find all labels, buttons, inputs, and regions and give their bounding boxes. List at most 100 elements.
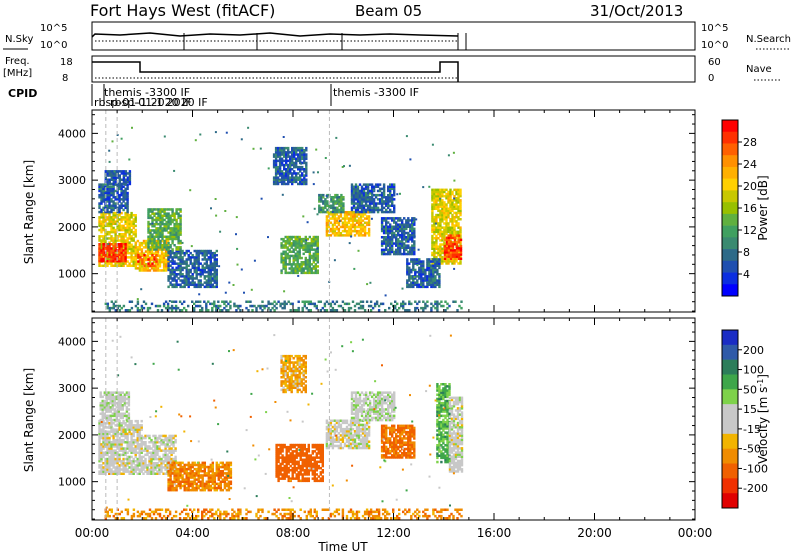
data-cell	[290, 235, 293, 239]
data-cell	[123, 412, 127, 415]
data-cell	[245, 300, 248, 303]
data-cell	[126, 309, 130, 312]
data-cell	[314, 265, 317, 268]
data-cell	[128, 182, 132, 186]
data-cell	[391, 217, 394, 220]
data-cell	[98, 243, 101, 246]
data-cell	[120, 218, 123, 221]
data-cell	[219, 309, 222, 312]
data-cell	[349, 219, 353, 222]
data-cell	[330, 204, 333, 207]
data-cell	[130, 419, 133, 423]
data-cell	[293, 146, 296, 150]
colorbar-swatch	[722, 190, 738, 203]
data-cell	[193, 277, 196, 280]
data-cell	[128, 309, 132, 312]
data-cell	[130, 254, 133, 257]
data-cell	[298, 263, 301, 266]
data-cell	[327, 219, 331, 222]
data-cell	[175, 248, 178, 251]
data-cell	[114, 214, 117, 217]
data-cell	[457, 257, 461, 260]
data-cell	[107, 391, 110, 394]
data-cell	[124, 453, 127, 457]
data-cell	[118, 309, 121, 312]
data-cell	[298, 242, 301, 245]
data-cell	[410, 283, 413, 286]
data-cell	[389, 236, 392, 239]
data-cell	[457, 207, 460, 210]
data-cell	[347, 225, 351, 229]
data-cell	[166, 466, 169, 469]
data-cell	[405, 252, 408, 256]
data-cell	[173, 214, 176, 217]
data-cell	[434, 306, 437, 310]
data-cell	[116, 470, 119, 473]
data-cell	[112, 180, 115, 184]
data-cell	[240, 138, 243, 141]
data-cell	[302, 248, 305, 251]
data-cell	[98, 253, 101, 257]
data-cell	[418, 283, 421, 286]
colorbar-swatch	[722, 284, 738, 297]
data-cell	[447, 215, 450, 219]
data-cell	[439, 255, 442, 259]
data-cell	[391, 210, 394, 214]
data-cell	[132, 251, 135, 255]
data-cell	[156, 248, 160, 251]
data-cell	[122, 468, 125, 471]
data-cell	[134, 243, 137, 246]
data-cell	[209, 264, 212, 267]
data-cell	[110, 428, 113, 431]
data-cell	[120, 193, 123, 197]
data-cell	[416, 258, 419, 261]
data-cell	[158, 455, 161, 459]
data-cell	[411, 248, 414, 252]
data-cell	[358, 200, 362, 203]
data-cell	[98, 193, 101, 197]
data-cell	[433, 220, 436, 223]
data-cell	[103, 406, 106, 409]
data-cell	[126, 176, 130, 179]
data-cell	[243, 291, 245, 294]
data-cell	[123, 401, 127, 405]
data-cell	[403, 238, 406, 241]
data-cell	[308, 250, 311, 253]
data-cell	[326, 202, 329, 205]
data-cell	[159, 212, 162, 215]
data-cell	[125, 397, 129, 401]
data-cell	[304, 250, 307, 253]
data-cell	[336, 208, 339, 212]
data-cell	[209, 262, 212, 265]
data-cell	[134, 470, 137, 473]
data-cell	[150, 470, 153, 473]
data-cell	[301, 309, 304, 312]
data-cell	[459, 209, 462, 213]
data-cell	[169, 218, 172, 222]
data-cell	[447, 255, 451, 258]
data-cell	[382, 250, 386, 254]
data-cell	[455, 253, 459, 256]
data-cell	[443, 213, 446, 217]
data-cell	[356, 204, 360, 207]
data-cell	[124, 241, 127, 244]
data-cell	[164, 447, 167, 450]
data-cell	[236, 247, 239, 250]
data-cell	[146, 472, 149, 475]
data-cell	[120, 178, 123, 181]
power-y-axis-label: Slant Range [km]	[22, 160, 36, 264]
data-cell	[455, 242, 459, 246]
data-cell	[387, 210, 390, 214]
data-cell	[361, 306, 365, 310]
data-cell	[443, 232, 446, 236]
data-cell	[151, 220, 154, 224]
data-cell	[179, 264, 182, 267]
data-cell	[171, 279, 174, 282]
data-cell	[385, 248, 388, 252]
data-cell	[205, 258, 208, 261]
data-cell	[98, 470, 101, 473]
data-cell	[142, 269, 146, 272]
data-cell	[389, 217, 392, 220]
data-cell	[434, 283, 437, 286]
data-cell	[259, 147, 262, 150]
